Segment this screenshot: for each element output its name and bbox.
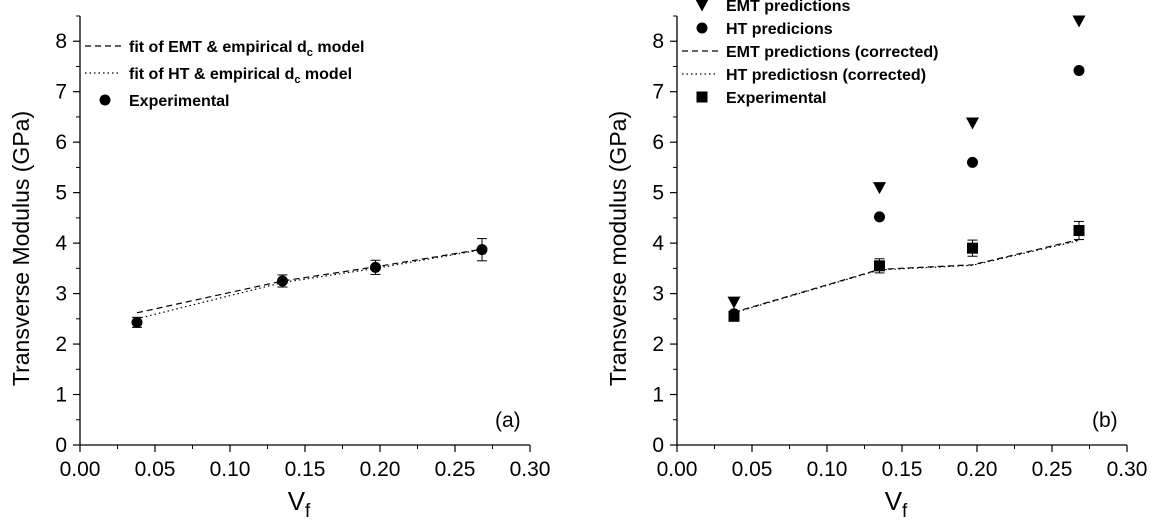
legend-marker-swatch — [99, 94, 111, 106]
series-3 — [733, 240, 1080, 314]
x-axis-label-main: V — [288, 486, 306, 516]
data-point — [1072, 15, 1086, 28]
series-1 — [136, 249, 483, 320]
x-tick-label: 0.00 — [60, 458, 101, 481]
series-2 — [733, 239, 1080, 313]
legend-label: EMT predictions (corrected) — [726, 44, 938, 61]
dashed-fit-line — [733, 239, 1080, 313]
y-tick-label: 1 — [652, 384, 664, 407]
y-tick-label: 3 — [652, 283, 664, 306]
series-0 — [727, 15, 1086, 309]
legend: EMT predictions HT predicions EMT predicti… — [682, 0, 938, 107]
legend-label: fit of HT & empirical dc model — [129, 66, 352, 86]
y-tick-label: 6 — [55, 131, 67, 154]
x-tick-label: 0.30 — [510, 458, 551, 481]
data-point — [476, 244, 488, 256]
y-axis-label: Transverse Modulus (GPa) — [8, 111, 34, 386]
legend-marker-swatch — [695, 0, 709, 12]
legend-label-tail: model — [300, 66, 352, 83]
y-tick-label: 0 — [652, 434, 664, 457]
legend-label: fit of EMT & empirical dc model — [129, 39, 364, 59]
chart-panel-b: 0.00 0.05 0.10 0.15 0.20 0.25 0.30 0 1 2 3 4 5 6 7 8 Tra… — [605, 0, 1147, 520]
series-2 — [131, 238, 488, 328]
y-tick-label: 4 — [55, 232, 67, 255]
data-point — [728, 310, 740, 322]
legend-label: EMT predictions — [726, 0, 851, 15]
data-point — [966, 117, 979, 130]
data-point — [967, 156, 978, 168]
panel-label: (b) — [1092, 409, 1118, 432]
dotted-fit-line — [733, 240, 1080, 314]
legend-label-tail: model — [313, 39, 365, 56]
x-tick-label: 0.20 — [957, 458, 998, 481]
x-axis-label-subscript: f — [902, 501, 908, 520]
data-point — [873, 182, 886, 195]
y-tick-label: 2 — [652, 333, 664, 356]
series-0 — [136, 248, 483, 314]
y-tick-label: 4 — [652, 232, 664, 255]
x-tick-label: 0.20 — [360, 458, 401, 481]
legend-marker-swatch — [696, 22, 708, 34]
data-point — [1073, 225, 1085, 236]
y-tick-label: 5 — [55, 182, 67, 205]
y-tick-label: 5 — [652, 182, 664, 205]
chart-panel-a: 0.00 0.05 0.10 0.15 0.20 0.25 0.30 0 1 2 3 4 5 6 7 8 Tra… — [8, 15, 551, 520]
x-tick-label: 0.25 — [1032, 458, 1073, 481]
y-tick-label: 7 — [652, 81, 664, 104]
legend-label: Experimental — [726, 90, 826, 107]
legend-marker-swatch — [696, 91, 708, 103]
x-tick-label: 0.05 — [732, 458, 773, 481]
x-tick-label: 0.30 — [1107, 458, 1148, 481]
y-tick-label: 1 — [55, 384, 67, 407]
data-point — [277, 275, 288, 287]
panel-label: (a) — [495, 409, 521, 432]
y-tick-label: 3 — [55, 283, 67, 306]
data-point — [370, 261, 381, 273]
y-tick-label: 8 — [55, 30, 67, 53]
y-tick-label: 0 — [55, 434, 67, 457]
x-tick-label: 0.10 — [210, 458, 251, 481]
y-axis-label: Transverse modulus (GPa) — [605, 111, 631, 386]
y-tick-label: 8 — [652, 30, 664, 53]
data-point — [874, 211, 885, 223]
data-point — [874, 260, 885, 272]
legend-label: HT predictiosn (corrected) — [726, 67, 926, 84]
x-axis-label: Vf — [288, 486, 311, 520]
series-4 — [728, 220, 1085, 322]
x-tick-label: 0.25 — [435, 458, 476, 481]
dotted-fit-line — [136, 249, 483, 320]
x-tick-label: 0.10 — [807, 458, 848, 481]
dashed-fit-line — [136, 248, 483, 314]
x-axis-label-subscript: f — [305, 501, 311, 520]
legend-label: Experimental — [129, 93, 229, 110]
data-point — [1073, 65, 1085, 77]
y-tick-label: 7 — [55, 81, 67, 104]
data-point — [131, 316, 143, 328]
y-tick-label: 2 — [55, 333, 67, 356]
legend-label-main: fit of EMT & empirical d — [129, 39, 307, 56]
x-tick-label: 0.15 — [285, 458, 326, 481]
y-tick-label: 6 — [652, 131, 664, 154]
x-tick-label: 0.00 — [657, 458, 698, 481]
x-tick-label: 0.15 — [882, 458, 923, 481]
data-point — [967, 242, 978, 254]
x-tick-label: 0.05 — [135, 458, 176, 481]
data-point — [727, 296, 741, 309]
legend-label-subscript: c — [294, 74, 300, 86]
legend-label-subscript: c — [307, 47, 313, 59]
x-axis-label: Vf — [885, 486, 908, 520]
x-axis-label-main: V — [885, 486, 903, 516]
legend-label-main: Experimental — [129, 93, 229, 110]
legend-label: HT predicions — [726, 21, 833, 38]
legend-label-main: fit of HT & empirical d — [129, 66, 294, 83]
